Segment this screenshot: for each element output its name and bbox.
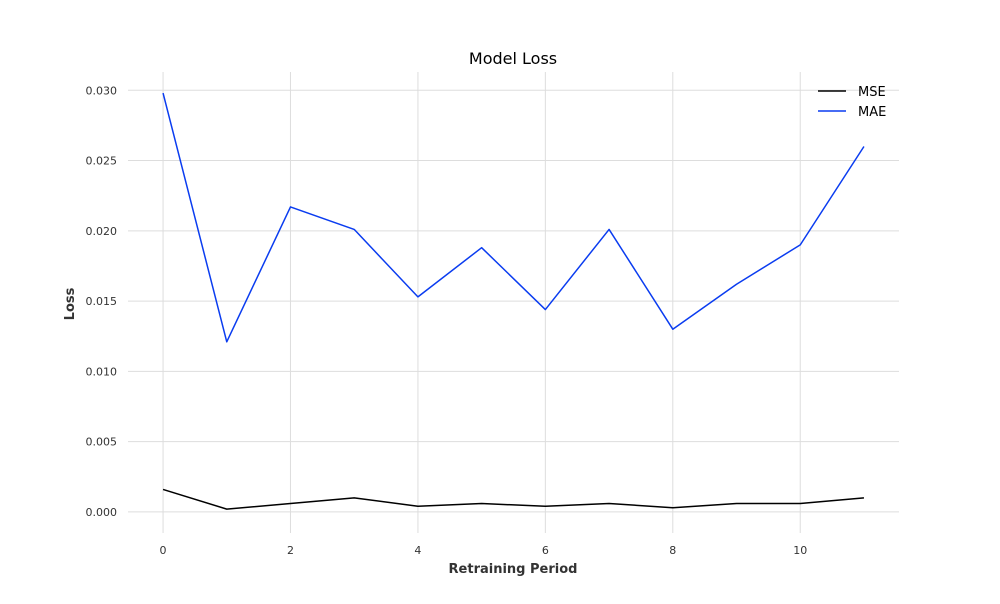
y-tick-label: 0.010 — [86, 365, 118, 378]
chart-title: Model Loss — [469, 49, 557, 68]
x-tick-label: 0 — [160, 544, 167, 557]
x-tick-label: 10 — [793, 544, 807, 557]
y-tick-label: 0.005 — [86, 436, 118, 449]
x-tick-label: 2 — [287, 544, 294, 557]
y-tick-label: 0.025 — [86, 155, 118, 168]
y-tick-label: 0.015 — [86, 295, 118, 308]
y-axis-ticks: 0.000 0.005 0.010 0.015 0.020 0.025 0.030 — [86, 84, 118, 519]
y-tick-label: 0.000 — [86, 506, 118, 519]
y-tick-label: 0.020 — [86, 225, 118, 238]
legend: MSE MAE — [818, 85, 886, 120]
legend-label-mse: MSE — [858, 85, 886, 100]
y-tick-label: 0.030 — [86, 84, 118, 97]
grid — [128, 72, 899, 533]
x-axis-ticks: 0 2 4 6 8 10 — [160, 544, 808, 557]
series-line-mae — [162, 92, 865, 343]
x-tick-label: 8 — [669, 544, 676, 557]
legend-label-mae: MAE — [858, 105, 886, 120]
y-axis-title: Loss — [63, 287, 78, 320]
series-lines — [162, 92, 865, 510]
x-tick-label: 4 — [414, 544, 421, 557]
x-tick-label: 6 — [542, 544, 549, 557]
x-axis-title: Retraining Period — [449, 562, 578, 577]
series-line-mse — [162, 488, 865, 510]
